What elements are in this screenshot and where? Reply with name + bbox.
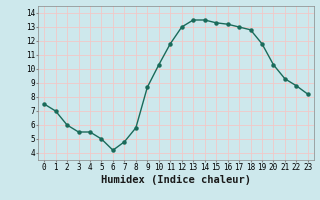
X-axis label: Humidex (Indice chaleur): Humidex (Indice chaleur): [101, 175, 251, 185]
